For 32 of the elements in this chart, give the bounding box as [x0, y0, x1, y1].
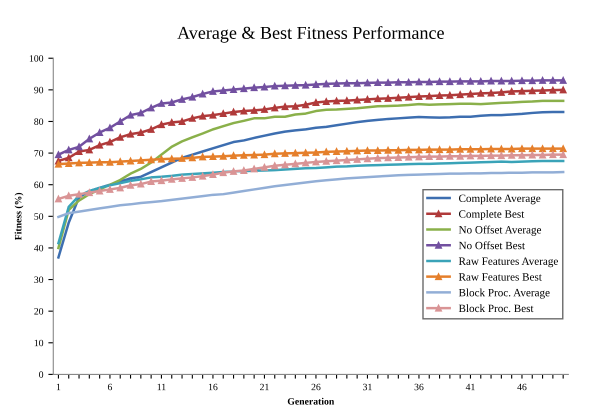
y-tick-label: 30 — [34, 276, 44, 284]
x-tick-label: 26 — [312, 384, 321, 390]
y-tick-label: 100 — [30, 55, 44, 62]
x-tick-label: 11 — [158, 384, 166, 390]
legend-label: Block Proc. Best — [458, 304, 534, 312]
x-tick-label: 16 — [208, 384, 218, 390]
x-tick-label: 21 — [260, 384, 269, 390]
y-tick-label: 70 — [34, 150, 44, 157]
legend-label: Complete Best — [459, 210, 524, 220]
x-tick-label: 1 — [56, 384, 60, 390]
y-tick-label: 60 — [34, 182, 44, 188]
y-tick-label: 40 — [34, 244, 44, 252]
chart-title: Average & Best Fitness Performance — [177, 26, 444, 43]
legend-label: Block Proc. Average — [458, 288, 550, 299]
y-tick-label: 10 — [34, 340, 44, 346]
y-axis-title: Fitness (%) — [14, 192, 24, 240]
x-tick-label: 46 — [517, 384, 527, 390]
legend-label: No Offset Average — [458, 226, 542, 236]
y-tick-label: 50 — [34, 213, 44, 220]
y-tick-label: 90 — [34, 86, 44, 94]
y-tick-label: 80 — [34, 118, 44, 125]
x-tick-label: 36 — [414, 384, 424, 390]
x-tick-label: 6 — [108, 384, 112, 390]
x-tick-label: 31 — [363, 384, 372, 390]
legend-label: No Offset Best — [458, 241, 525, 250]
legend-label: Raw Features Average — [458, 258, 558, 268]
legend-label: Raw Features Best — [458, 273, 542, 281]
x-axis-title: Generation — [288, 398, 334, 405]
x-tick-label: 41 — [466, 384, 475, 390]
y-tick-label: 20 — [34, 308, 44, 315]
y-tick-label: 0 — [39, 371, 44, 378]
legend-label: Complete Average — [459, 194, 540, 204]
